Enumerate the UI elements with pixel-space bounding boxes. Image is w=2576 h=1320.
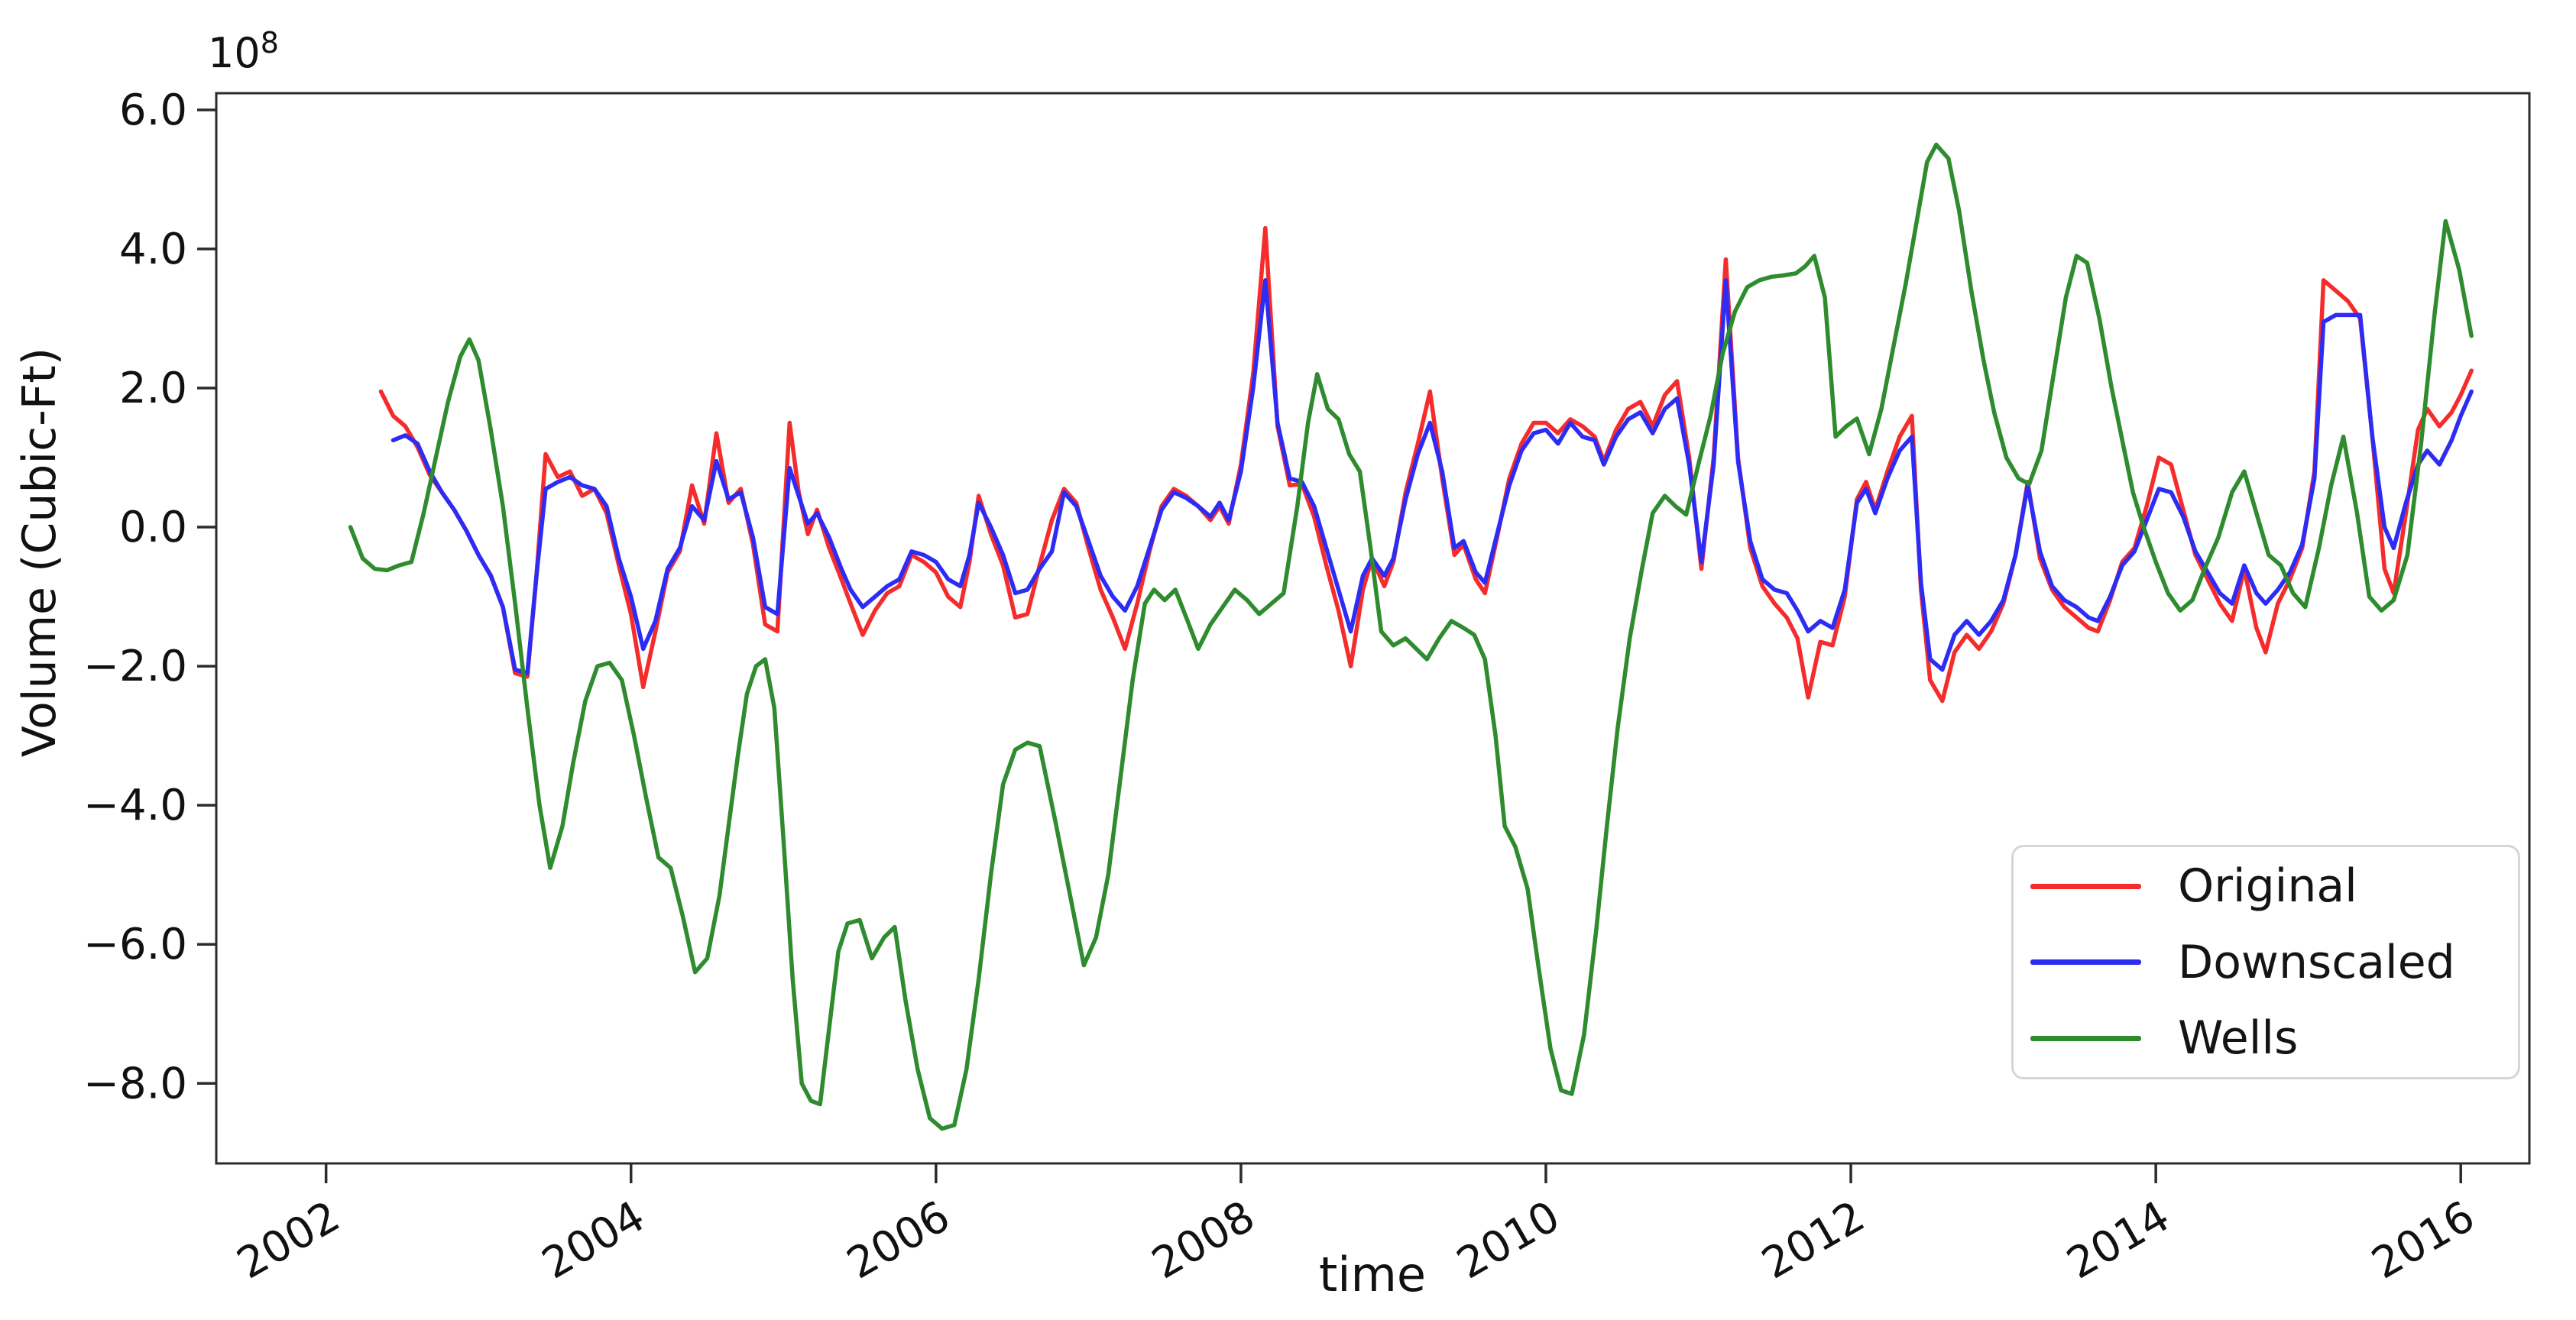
x-tick-label: 2012 bbox=[1754, 1192, 1873, 1289]
y-tick-label: 0.0 bbox=[119, 503, 187, 552]
x-tick-label: 2006 bbox=[839, 1192, 958, 1289]
legend-label-downscaled: Downscaled bbox=[2178, 935, 2455, 989]
x-tick-label: 2002 bbox=[229, 1192, 348, 1289]
legend-line-downscaled bbox=[2030, 959, 2141, 965]
legend-label-original: Original bbox=[2178, 859, 2357, 913]
x-tick-label: 2016 bbox=[2364, 1192, 2483, 1289]
offset-base: 10 bbox=[208, 29, 261, 77]
legend-item-downscaled: Downscaled bbox=[2014, 925, 2518, 999]
legend-label-wells: Wells bbox=[2178, 1011, 2299, 1065]
legend: Original Downscaled Wells bbox=[2011, 845, 2520, 1079]
series-line-downscaled bbox=[390, 278, 2474, 675]
legend-item-original: Original bbox=[2014, 849, 2518, 924]
y-tick-label: 2.0 bbox=[119, 364, 187, 413]
x-tick-label: 2014 bbox=[2059, 1192, 2178, 1289]
y-tick-label: −2.0 bbox=[83, 642, 187, 691]
y-tick-label: −4.0 bbox=[83, 781, 187, 830]
y-axis-offset-text: 108 bbox=[208, 26, 279, 77]
y-tick-label: 4.0 bbox=[119, 225, 187, 274]
y-tick-label: 6.0 bbox=[119, 86, 187, 135]
x-tick-label: 2004 bbox=[534, 1192, 653, 1289]
series-line-original bbox=[378, 225, 2474, 704]
series-line-wells bbox=[348, 142, 2474, 1131]
x-tick-label: 2008 bbox=[1144, 1192, 1263, 1289]
legend-line-wells bbox=[2030, 1035, 2141, 1041]
y-tick-label: −8.0 bbox=[83, 1059, 187, 1108]
y-axis-label: Volume (Cubic-Ft) bbox=[13, 347, 66, 758]
y-tick-label: −6.0 bbox=[83, 920, 187, 969]
x-axis-label: time bbox=[1318, 1247, 1427, 1302]
legend-item-wells: Wells bbox=[2014, 1001, 2518, 1076]
offset-exponent: 8 bbox=[260, 26, 279, 60]
axes-spines bbox=[215, 92, 2531, 1165]
legend-line-original bbox=[2030, 883, 2141, 889]
